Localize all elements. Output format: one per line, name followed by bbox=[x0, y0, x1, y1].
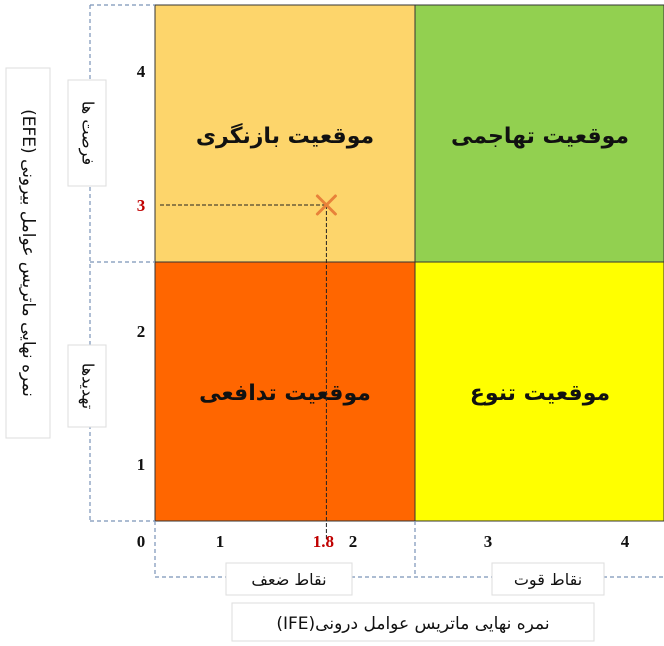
x-region-strengths-label: نقاط قوت bbox=[514, 570, 582, 590]
x-axis-title: نمره نهایی ماتریس عوامل درونی(IFE) bbox=[276, 614, 549, 634]
x-tick-1: 1 bbox=[216, 532, 225, 551]
x-region-weaknesses: نقاط ضعف bbox=[225, 562, 353, 596]
data-point-x-marker bbox=[315, 194, 337, 216]
x-tick-0: 0 bbox=[137, 532, 146, 551]
quadrant-label-review: موقعیت بازنگری bbox=[196, 122, 374, 149]
y-region-threats: تهدیدها bbox=[67, 344, 107, 428]
point-x-value: 1.8 bbox=[313, 532, 334, 551]
quadrant-aggressive bbox=[414, 4, 664, 263]
y-region-threats-label: تهدیدها bbox=[78, 363, 98, 409]
x-region-weaknesses-label: نقاط ضعف bbox=[251, 570, 326, 589]
x-region-strengths: نقاط قوت bbox=[491, 562, 605, 596]
x-tick-4: 4 bbox=[621, 532, 630, 551]
y-region-opportunities: فرصت ها bbox=[67, 79, 107, 187]
quadrant-label-aggressive: موقعیت تهاجمی bbox=[451, 124, 629, 149]
y-tick-4: 4 bbox=[137, 62, 146, 81]
quadrant-review bbox=[154, 4, 416, 263]
quadrant-defensive bbox=[154, 261, 416, 522]
x-axis-title-box: نمره نهایی ماتریس عوامل درونی(IFE) bbox=[231, 602, 595, 642]
point-y-value: 3 bbox=[137, 196, 146, 215]
y-axis-title: نمره نهایی ماتریس عوامل بیرونی (EFE) bbox=[18, 109, 38, 397]
y-axis-title-box: نمره نهایی ماتریس عوامل بیرونی (EFE) bbox=[5, 67, 51, 439]
y-tick-2: 2 bbox=[137, 322, 146, 341]
quadrant-label-diversification: موقعیت تنوع bbox=[470, 381, 610, 406]
y-region-opportunities-label: فرصت ها bbox=[78, 101, 98, 165]
quadrant-label-defensive: موقعیت تدافعی bbox=[199, 381, 371, 406]
y-tick-1: 1 bbox=[137, 455, 146, 474]
x-tick-3: 3 bbox=[484, 532, 493, 551]
x-marker-stroke-b bbox=[315, 194, 337, 216]
x-tick-2: 2 bbox=[349, 532, 358, 551]
quadrant-diversification bbox=[414, 261, 664, 522]
point-guides bbox=[160, 204, 327, 540]
